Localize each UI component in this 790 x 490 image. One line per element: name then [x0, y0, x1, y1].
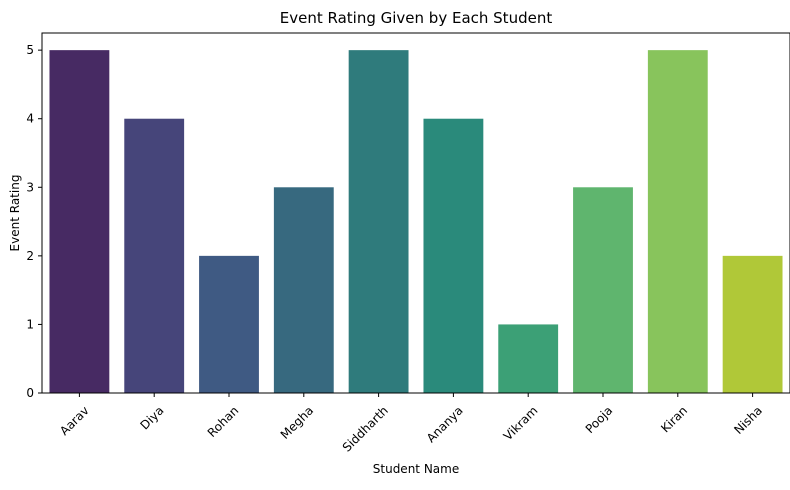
x-tick-label-rohan: Rohan: [205, 403, 242, 440]
bar-siddharth: [348, 50, 409, 394]
y-tick-label-1: 1: [26, 317, 34, 331]
bar-rohan: [199, 255, 259, 393]
x-tick-label-siddharth: Siddharth: [340, 403, 391, 454]
bars-group: [49, 50, 783, 394]
plot-frame: [41, 32, 790, 394]
bar-ananya: [423, 118, 484, 393]
bar-kiran: [647, 50, 708, 394]
x-tick-label-aarav: Aarav: [57, 403, 92, 438]
y-tick-label-5: 5: [26, 43, 34, 57]
x-axis-label: Student Name: [373, 462, 459, 476]
bar-nisha: [722, 255, 783, 393]
y-axis-label: Event Rating: [8, 175, 22, 252]
x-tick-label-kiran: Kiran: [658, 403, 690, 435]
y-axis: 0 1 2 3 4 5: [26, 43, 42, 400]
y-tick-label-2: 2: [26, 249, 34, 263]
x-tick-label-ananya: Ananya: [424, 403, 466, 445]
x-axis: Aarav Diya Rohan Megha Siddharth Ananya Vikram…: [57, 393, 765, 455]
bar-aarav: [49, 50, 110, 394]
x-tick-label-vikram: Vikram: [501, 403, 541, 443]
x-tick-label-nisha: Nisha: [731, 403, 765, 437]
y-tick-label-4: 4: [26, 112, 34, 126]
x-tick-label-megha: Megha: [278, 403, 316, 441]
chart-title: Event Rating Given by Each Student: [280, 9, 553, 27]
y-tick-label-3: 3: [26, 180, 34, 194]
bar-vikram: [498, 324, 559, 393]
bar-pooja: [573, 187, 633, 393]
y-tick-label-0: 0: [26, 386, 34, 400]
x-tick-label-diya: Diya: [138, 403, 167, 432]
x-tick-label-pooja: Pooja: [583, 403, 616, 436]
bar-diya: [124, 118, 185, 393]
bar-megha: [273, 187, 334, 393]
